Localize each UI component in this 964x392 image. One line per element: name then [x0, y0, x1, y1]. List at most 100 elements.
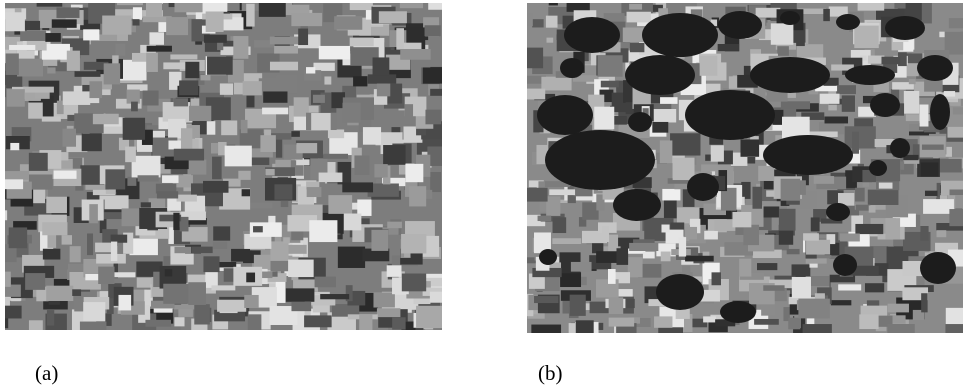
building-texture [0, 271, 5, 286]
building-texture [798, 299, 829, 319]
building-texture [0, 171, 29, 180]
building-texture [526, 89, 546, 100]
building-texture [253, 226, 263, 232]
region [870, 93, 900, 117]
region [628, 112, 652, 132]
building-texture [177, 195, 197, 202]
building-texture [885, 218, 900, 239]
building-texture [359, 315, 372, 336]
building-texture [46, 197, 67, 214]
region [885, 16, 925, 40]
building-texture [757, 263, 777, 270]
building-texture [313, 63, 334, 71]
building-texture [319, 173, 343, 183]
building-texture [629, 243, 658, 251]
building-texture [519, 12, 533, 26]
building-texture [1, 179, 23, 189]
building-texture [0, 272, 11, 287]
building-texture [888, 304, 909, 313]
building-texture [127, 177, 136, 186]
building-texture [921, 293, 927, 312]
building-texture [291, 131, 300, 137]
building-texture [57, 101, 64, 114]
building-texture [213, 242, 227, 249]
building-texture [373, 57, 390, 75]
building-texture [712, 272, 721, 285]
building-texture [852, 132, 859, 154]
building-texture [296, 143, 317, 153]
building-texture [379, 11, 407, 23]
region [869, 160, 887, 176]
region [642, 13, 718, 57]
building-texture [203, 256, 219, 272]
region [720, 301, 756, 323]
building-texture [949, 209, 964, 226]
building-texture [288, 260, 314, 277]
building-texture [309, 220, 337, 242]
building-texture [102, 16, 131, 35]
building-texture [626, 299, 634, 308]
building-texture [820, 94, 840, 104]
building-texture [825, 116, 849, 123]
building-texture [225, 146, 252, 167]
building-texture [711, 145, 724, 161]
building-texture [244, 295, 258, 308]
building-texture [45, 33, 60, 42]
building-texture [743, 225, 759, 245]
region [750, 57, 830, 93]
building-texture [387, 265, 402, 277]
region [833, 254, 857, 276]
building-texture [46, 286, 73, 301]
building-texture [203, 181, 228, 193]
region [890, 138, 910, 158]
building-texture [865, 283, 884, 292]
region [917, 55, 953, 81]
building-texture [425, 110, 441, 125]
building-texture [10, 143, 19, 150]
building-texture [117, 0, 143, 5]
building-texture [174, 98, 188, 106]
building-texture [306, 67, 315, 73]
region [564, 17, 620, 53]
building-texture [47, 67, 55, 73]
building-texture [803, 233, 819, 240]
building-texture [173, 213, 179, 230]
region [625, 55, 695, 95]
building-texture [416, 306, 447, 328]
region [537, 95, 593, 135]
building-texture [354, 155, 369, 174]
region [763, 135, 853, 175]
building-texture [732, 212, 751, 227]
building-texture [52, 19, 77, 27]
building-texture [673, 158, 695, 180]
building-texture [532, 19, 543, 27]
building-texture [854, 26, 879, 49]
building-texture [629, 4, 642, 10]
building-texture [739, 259, 751, 277]
building-texture [0, 306, 22, 319]
building-texture [231, 249, 250, 262]
building-texture [342, 103, 360, 123]
aerial-image-a [0, 0, 458, 338]
building-texture [246, 96, 254, 108]
building-texture [89, 204, 98, 223]
building-texture [718, 44, 739, 51]
building-texture [937, 230, 947, 237]
building-texture [7, 89, 25, 107]
building-texture [211, 285, 235, 290]
building-texture [859, 314, 878, 329]
building-texture [111, 242, 117, 261]
building-texture [204, 35, 227, 43]
building-texture [28, 103, 43, 119]
building-texture [920, 226, 928, 241]
building-texture [792, 277, 811, 298]
building-texture [207, 56, 233, 74]
building-texture [291, 302, 311, 311]
building-texture [838, 284, 861, 290]
building-texture [427, 146, 452, 165]
building-texture [944, 91, 955, 97]
building-texture [328, 130, 344, 139]
building-texture [630, 43, 645, 52]
building-texture [0, 210, 7, 220]
building-texture [307, 187, 322, 197]
